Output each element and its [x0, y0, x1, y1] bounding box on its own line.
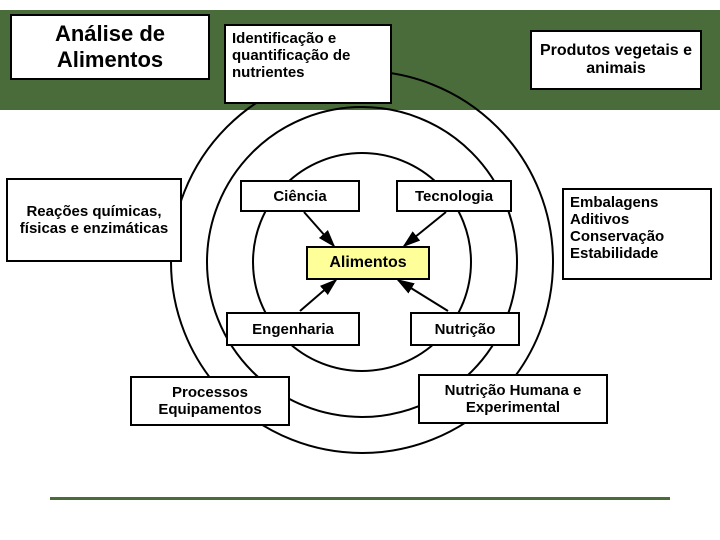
node-ciencia: Ciência	[240, 180, 360, 212]
footer-line	[50, 497, 670, 500]
diagram-container: Análise de Alimentos Identificação e quan…	[0, 0, 720, 540]
node-label-identificacao: Identificação e quantificação de nutrien…	[232, 30, 384, 81]
node-alimentos: Alimentos	[306, 246, 430, 280]
node-label-nutricao_humana: Nutrição Humana e Experimental	[426, 382, 600, 416]
node-top_left_title: Análise de Alimentos	[10, 14, 210, 80]
node-processos: Processos Equipamentos	[130, 376, 290, 426]
node-reacoes: Reações químicas, físicas e enzimáticas	[6, 178, 182, 262]
node-tecnologia: Tecnologia	[396, 180, 512, 212]
node-label-alimentos: Alimentos	[329, 254, 406, 272]
node-label-reacoes: Reações químicas, físicas e enzimáticas	[14, 203, 174, 237]
node-label-produtos: Produtos vegetais e animais	[538, 42, 694, 78]
node-label-processos: Processos Equipamentos	[138, 384, 282, 418]
node-nutricao_humana: Nutrição Humana e Experimental	[418, 374, 608, 424]
node-label-embalagens: Embalagens Aditivos Conservação Estabili…	[570, 194, 704, 262]
node-nutricao: Nutrição	[410, 312, 520, 346]
node-label-engenharia: Engenharia	[252, 321, 334, 338]
node-produtos: Produtos vegetais e animais	[530, 30, 702, 90]
node-label-top_left_title: Análise de Alimentos	[18, 21, 202, 73]
node-identificacao: Identificação e quantificação de nutrien…	[224, 24, 392, 104]
node-label-ciencia: Ciência	[273, 188, 326, 205]
node-engenharia: Engenharia	[226, 312, 360, 346]
node-label-nutricao: Nutrição	[435, 321, 496, 338]
node-label-tecnologia: Tecnologia	[415, 188, 493, 205]
node-embalagens: Embalagens Aditivos Conservação Estabili…	[562, 188, 712, 280]
